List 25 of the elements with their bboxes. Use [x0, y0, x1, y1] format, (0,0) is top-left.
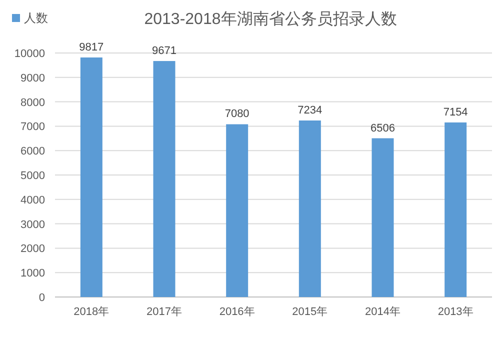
- x-tick-label: 2015年: [292, 306, 328, 318]
- legend-label: 人数: [24, 11, 48, 25]
- y-tick-label: 4000: [20, 194, 45, 206]
- y-tick-label: 5000: [20, 170, 45, 182]
- chart-title: 2013-2018年湖南省公务员招录人数: [144, 10, 397, 28]
- data-label: 7080: [224, 108, 250, 120]
- y-tick-label: 2000: [20, 243, 45, 256]
- data-label: 9671: [152, 45, 176, 58]
- y-tick-label: 0: [38, 292, 45, 304]
- x-tick-label: 2017年: [146, 306, 182, 318]
- data-label: 7154: [443, 106, 468, 118]
- x-tick-label: 2013年: [438, 306, 474, 318]
- data-label: 7234: [298, 104, 322, 116]
- x-tick-label: 2016年: [219, 306, 255, 318]
- y-tick-label: 9000: [20, 72, 45, 84]
- x-tick-label: 2014年: [365, 306, 400, 318]
- y-tick-label: 10000: [14, 48, 45, 60]
- y-tick-label: 7000: [20, 121, 45, 134]
- y-tick-label: 8000: [20, 96, 45, 109]
- y-tick-label: 3000: [20, 218, 45, 231]
- data-label: 9817: [79, 41, 104, 54]
- x-tick-label: 2018年: [74, 306, 110, 318]
- y-tick-label: 1000: [20, 268, 45, 280]
- y-tick-label: 6000: [20, 146, 45, 158]
- data-label: 6506: [370, 122, 395, 134]
